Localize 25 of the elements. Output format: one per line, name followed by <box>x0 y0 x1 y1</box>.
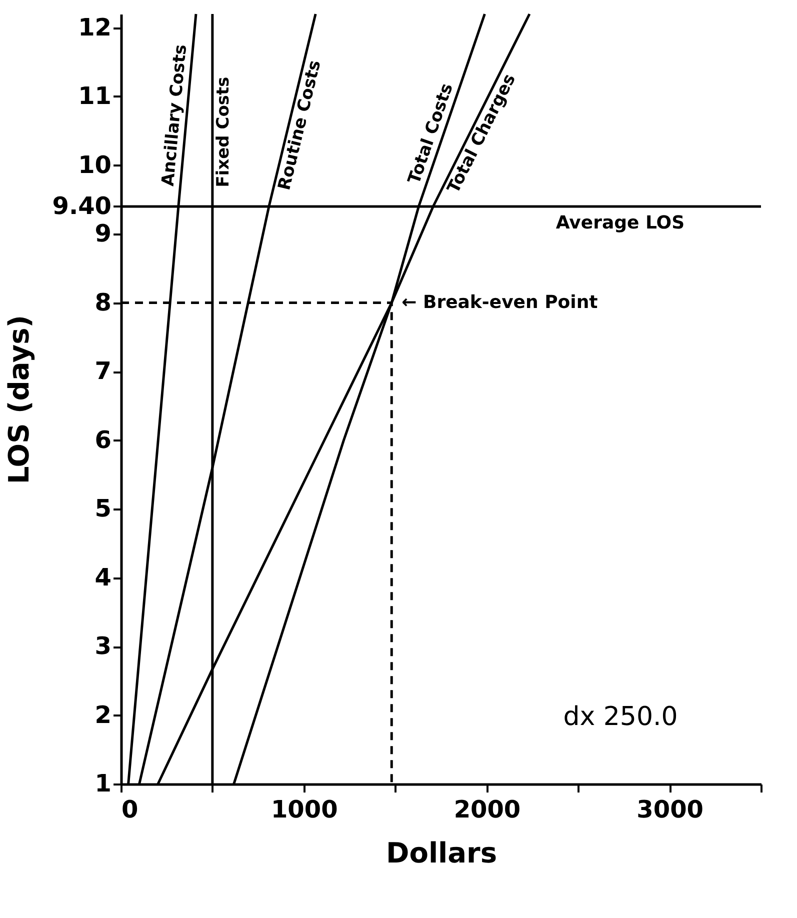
text: Routine Costs <box>274 58 326 192</box>
y-tick-label: 5 <box>94 494 112 522</box>
y-tick-label: 10 <box>78 150 112 179</box>
y-tick-label: 4 <box>94 563 112 592</box>
y-tick-label: 8 <box>94 288 112 316</box>
annotation: dx 250.0 <box>563 702 678 732</box>
y-tick-label: 11 <box>78 82 112 110</box>
x-tick-label: 0 <box>122 796 138 824</box>
x-tick-label: 1000 <box>270 796 338 824</box>
y-tick-label: 2 <box>94 700 112 729</box>
text: Ancillary Costs <box>158 44 192 188</box>
y-tick-label: 3 <box>94 632 112 660</box>
ref-line-label: Fixed Costs <box>213 76 234 188</box>
ref-line-label: Average LOS <box>556 212 685 234</box>
annotation: ← Break-even Point <box>402 292 598 313</box>
y-tick-label: 9.40 <box>52 192 112 220</box>
y-tick-label: 9 <box>94 220 112 248</box>
y-tick-label: 12 <box>78 13 112 42</box>
x-tick-label: 3000 <box>636 796 704 824</box>
y-axis-title: LOS (days) <box>2 314 36 484</box>
y-tick-label: 7 <box>94 357 112 385</box>
x-tick-label: 2000 <box>454 796 521 824</box>
y-tick-label: 6 <box>94 426 112 454</box>
y-tick-label: 1 <box>94 770 112 798</box>
x-axis-title: Dollars <box>386 836 498 870</box>
